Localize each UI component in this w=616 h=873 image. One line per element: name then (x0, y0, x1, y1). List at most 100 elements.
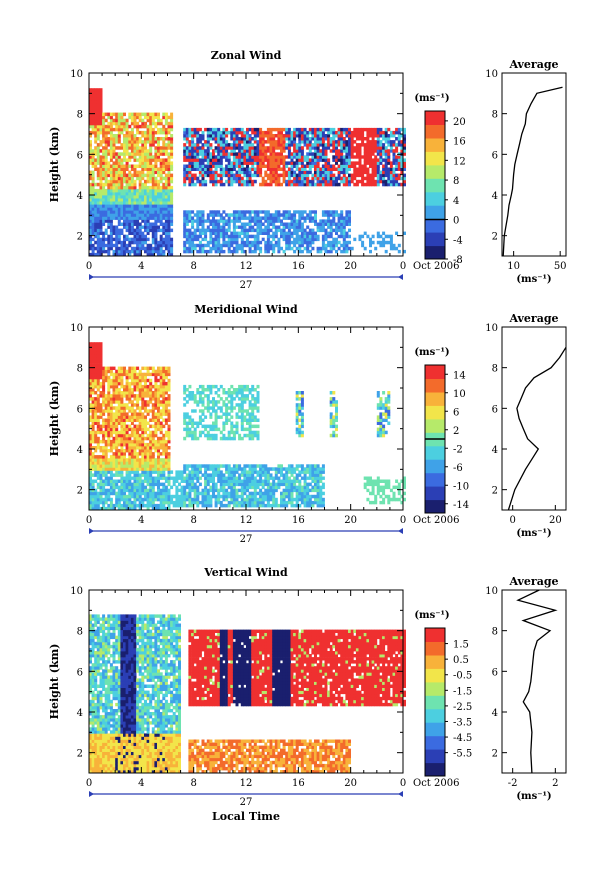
heatmap-cell (282, 216, 286, 220)
heatmap-cell (125, 228, 129, 233)
heatmap-cell (272, 149, 276, 153)
heatmap-cell (125, 173, 129, 178)
heatmap-cell (329, 219, 333, 223)
heatmap-cell (128, 494, 132, 499)
heatmap-cell (198, 164, 202, 168)
heatmap-cell (149, 378, 153, 383)
heatmap-cell (193, 134, 197, 138)
heatmap-cell (196, 228, 200, 233)
heatmap-cell (264, 210, 268, 214)
heatmap-cell (120, 381, 124, 386)
heatmap-cell (314, 161, 317, 165)
heatmap-cell (366, 179, 370, 184)
heatmap-cell (96, 216, 100, 220)
heatmap-cell (117, 378, 121, 383)
heatmap-cell (348, 246, 351, 251)
heatmap-cell (282, 176, 286, 181)
heatmap-cell (130, 225, 134, 229)
heatmap-cell (128, 497, 132, 502)
heatmap-cell (371, 146, 375, 150)
heatmap-cell (280, 149, 283, 153)
heatmap-cell (138, 388, 142, 392)
heatmap-cell (235, 219, 239, 223)
heatmap-cell (164, 219, 168, 223)
heatmap-cell (128, 446, 132, 450)
heatmap-cell (285, 170, 289, 175)
heatmap-cell (123, 503, 126, 508)
heatmap-cell (109, 234, 113, 239)
heatmap-cell (112, 439, 116, 444)
heatmap-cell (327, 222, 331, 226)
heatmap-cell (167, 137, 171, 141)
heatmap-cell (306, 231, 310, 235)
heatmap-cell (243, 182, 247, 187)
heatmap-cell (125, 406, 129, 410)
heatmap-cell (89, 409, 92, 413)
heatmap-cell (167, 455, 171, 459)
heatmap-cell (96, 240, 100, 245)
heatmap-cell (290, 143, 294, 147)
heatmap-cell (366, 173, 370, 178)
heatmap-cell (353, 237, 357, 242)
heatmap-cell (167, 467, 171, 471)
heatmap-cell (196, 473, 200, 477)
heatmap-cell (324, 164, 328, 168)
heatmap-cell (151, 412, 155, 416)
heatmap-cell (209, 213, 213, 217)
heatmap-cell (243, 228, 247, 233)
heatmap-cell (358, 237, 362, 242)
heatmap-cell (141, 388, 145, 392)
heatmap-cell (259, 173, 263, 178)
colorbar-tick-label: 4 (453, 196, 459, 207)
heatmap-cell (253, 140, 257, 144)
heatmap-cell (154, 461, 158, 465)
heatmap-cell (117, 216, 121, 220)
heatmap-cell (327, 170, 331, 175)
heatmap-cell (363, 231, 367, 235)
heatmap-cell (123, 436, 126, 441)
heatmap-cell (115, 164, 119, 168)
heatmap-cell (235, 164, 239, 168)
heatmap-cell (290, 161, 294, 165)
heatmap-cell (225, 130, 229, 135)
heatmap-cell (89, 94, 92, 98)
heatmap-cell (355, 152, 359, 156)
heatmap-cell (107, 210, 111, 214)
heatmap-cell (102, 366, 106, 370)
heatmap-cell (149, 158, 153, 162)
heatmap-cell (311, 146, 315, 150)
heatmap-cell (266, 161, 270, 165)
heatmap-cell (198, 231, 202, 235)
heatmap-cell (170, 485, 174, 490)
heatmap-cell (125, 427, 129, 432)
heatmap-cell (308, 164, 312, 168)
heatmap-cell (191, 485, 195, 490)
heatmap-cell (99, 228, 103, 233)
heatmap-cell (209, 231, 213, 235)
heatmap-cell (188, 176, 192, 181)
heatmap-cell (115, 455, 119, 459)
heatmap-cell (321, 167, 325, 171)
heatmap-cell (193, 397, 197, 401)
heatmap-cell (141, 397, 145, 401)
heatmap-cell (164, 494, 168, 499)
y-axis-label: Height (km) (48, 127, 61, 203)
heatmap-cell (198, 246, 202, 251)
heatmap-cell (227, 130, 231, 135)
heatmap-cell (157, 406, 160, 410)
heatmap-cell (293, 152, 297, 156)
heatmap-cell (159, 476, 163, 480)
heatmap-cell (324, 127, 328, 132)
heatmap-cell (117, 124, 121, 129)
heatmap-cell (191, 436, 195, 441)
heatmap-cell (379, 161, 383, 165)
heatmap-cell (112, 384, 116, 389)
heatmap-cell (159, 421, 163, 425)
heatmap-cell (232, 130, 236, 135)
heatmap-cell (138, 213, 142, 217)
heatmap-cell (248, 234, 252, 239)
heatmap-cell (392, 173, 396, 178)
heatmap-cell (130, 173, 134, 178)
heatmap-cell (117, 412, 121, 416)
heatmap-cell (99, 351, 103, 355)
